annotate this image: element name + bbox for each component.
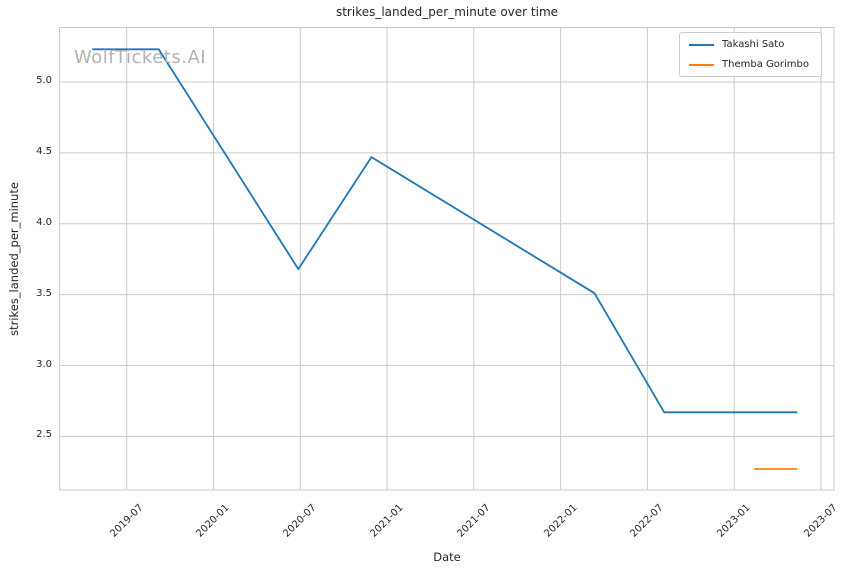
chart-title: strikes_landed_per_minute over time [335,5,559,19]
x-axis-label: Date [433,550,461,564]
y-tick-label: 3.5 [36,287,52,299]
series-line-takashi-sato [92,48,798,414]
legend-line-swatch-takashi-sato [689,43,714,46]
legend: Takashi Sato Themba Gorimbo [679,32,822,77]
y-tick-label: 2.5 [36,429,52,441]
plot-border [59,27,835,491]
y-tick-label: 3.0 [36,358,52,370]
legend-label-themba-gorimbo: Themba Gorimbo [722,59,809,70]
y-tick-label: 4.5 [36,145,52,157]
y-axis-label: strikes_landed_per_minute [7,182,21,336]
legend-item-themba-gorimbo: Themba Gorimbo [689,56,812,73]
y-tick-label: 5.0 [36,74,52,86]
legend-item-takashi-sato: Takashi Sato [689,36,812,53]
y-tick-label: 4.0 [36,216,52,228]
legend-line-swatch-themba-gorimbo [689,63,714,66]
legend-label-takashi-sato: Takashi Sato [722,39,785,50]
